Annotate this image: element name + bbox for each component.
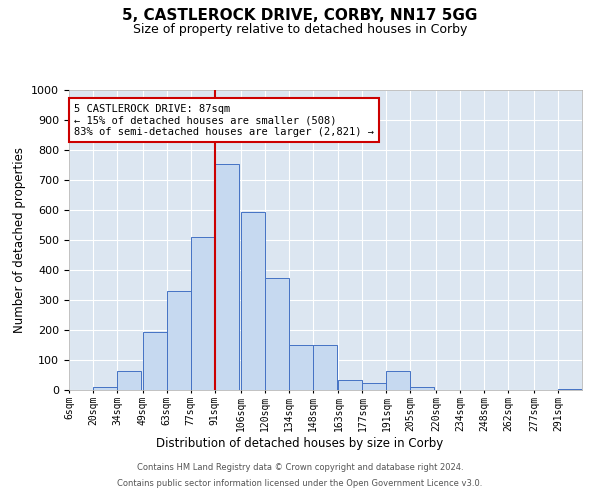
Bar: [362, 382, 386, 390]
Y-axis label: Number of detached properties: Number of detached properties: [13, 147, 26, 333]
Text: 5 CASTLEROCK DRIVE: 87sqm
← 15% of detached houses are smaller (508)
83% of semi: 5 CASTLEROCK DRIVE: 87sqm ← 15% of detac…: [74, 104, 374, 136]
Text: Size of property relative to detached houses in Corby: Size of property relative to detached ho…: [133, 22, 467, 36]
Bar: [558, 388, 582, 390]
Bar: [241, 212, 265, 390]
Bar: [410, 387, 434, 390]
Bar: [338, 380, 362, 390]
Bar: [215, 164, 239, 390]
Text: Contains public sector information licensed under the Open Government Licence v3: Contains public sector information licen…: [118, 478, 482, 488]
Bar: [289, 345, 313, 390]
Bar: [313, 345, 337, 390]
Bar: [265, 278, 289, 390]
Bar: [386, 370, 410, 390]
Text: Distribution of detached houses by size in Corby: Distribution of detached houses by size …: [157, 438, 443, 450]
Bar: [117, 370, 141, 390]
Bar: [143, 332, 167, 390]
Bar: [93, 387, 117, 390]
Text: 5, CASTLEROCK DRIVE, CORBY, NN17 5GG: 5, CASTLEROCK DRIVE, CORBY, NN17 5GG: [122, 8, 478, 22]
Text: Contains HM Land Registry data © Crown copyright and database right 2024.: Contains HM Land Registry data © Crown c…: [137, 464, 463, 472]
Bar: [191, 237, 215, 390]
Bar: [167, 291, 191, 390]
